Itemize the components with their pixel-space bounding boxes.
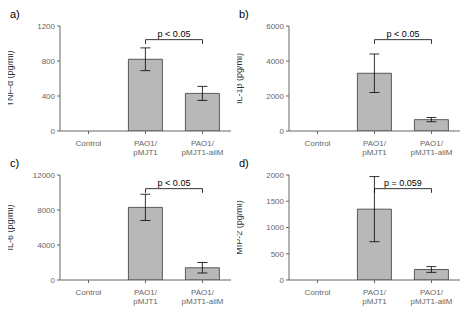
svg-text:4000: 4000 [37,241,55,250]
html-text:b): b) [239,8,249,20]
svg-text:1200: 1200 [37,22,55,31]
svg-text:PAO1/pMJT1: PAO1/pMJT1 [362,288,387,306]
svg-text:1000: 1000 [266,223,284,232]
svg-text:PAO1/pMJT1: PAO1/pMJT1 [362,139,387,157]
svg-text:PAO1/pMJT1-aiiM: PAO1/pMJT1-aiiM [182,288,224,306]
svg-text:p = 0.059: p = 0.059 [384,178,422,188]
svg-text:p < 0.05: p < 0.05 [387,29,420,39]
svg-text:MIP-2 (pg/ml): MIP-2 (pg/ml) [237,200,244,255]
svg-text:4000: 4000 [266,57,284,66]
svg-text:IL-6 (pg/ml): IL-6 (pg/ml) [8,204,15,250]
svg-text:6000: 6000 [266,22,284,31]
svg-text:0: 0 [51,276,56,285]
svg-text:p < 0.05: p < 0.05 [158,178,191,188]
svg-text:PAO1/pMJT1-aiiM: PAO1/pMJT1-aiiM [411,139,453,157]
svg-text:12000: 12000 [33,171,56,180]
svg-text:Control: Control [305,139,331,148]
svg-text:Control: Control [76,288,102,297]
svg-text:8000: 8000 [37,206,55,215]
svg-text:PAO1/pMJT1-aiiM: PAO1/pMJT1-aiiM [411,288,453,306]
svg-text:PAO1/pMJT1: PAO1/pMJT1 [133,288,158,306]
html-text:c): c) [10,157,20,169]
svg-text:400: 400 [42,92,56,101]
svg-text:800: 800 [42,57,56,66]
svg-text:Control: Control [76,139,102,148]
svg-text:1500: 1500 [266,197,284,206]
svg-text:p < 0.05: p < 0.05 [158,29,191,39]
svg-text:TNF-α (pg/ml): TNF-α (pg/ml) [8,50,15,106]
svg-text:IL-1β (pg/ml): IL-1β (pg/ml) [237,53,244,104]
svg-text:2000: 2000 [266,171,284,180]
svg-text:PAO1/pMJT1-aiiM: PAO1/pMJT1-aiiM [182,139,224,157]
svg-text:0: 0 [280,127,285,136]
svg-text:500: 500 [271,250,285,259]
svg-text:Control: Control [305,288,331,297]
svg-text:0: 0 [280,276,285,285]
svg-text:2000: 2000 [266,92,284,101]
svg-text:PAO1/pMJT1: PAO1/pMJT1 [133,139,158,157]
svg-text:0: 0 [51,127,56,136]
html-text:d): d) [239,157,249,169]
html-text:a): a) [10,8,20,20]
